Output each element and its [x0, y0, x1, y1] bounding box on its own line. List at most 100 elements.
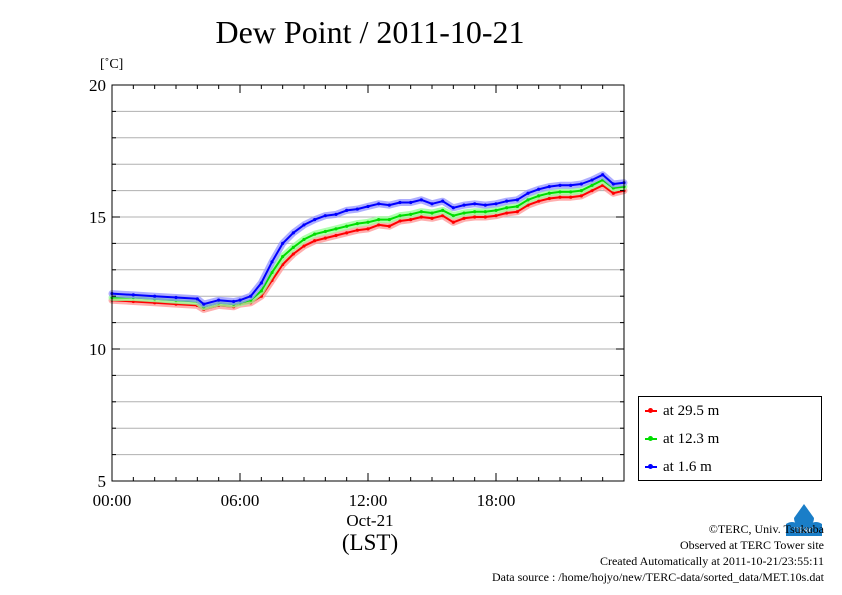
- series-point: [441, 208, 445, 212]
- series-point: [398, 214, 402, 218]
- series-point: [174, 295, 178, 300]
- series-point: [366, 227, 370, 231]
- series-point: [505, 199, 509, 203]
- series-point: [334, 212, 338, 216]
- plot-frame: [111, 84, 625, 482]
- series-point: [377, 218, 381, 222]
- series-point: [462, 203, 466, 207]
- series-point: [441, 199, 445, 203]
- x-tick-label: 06:00: [221, 491, 260, 510]
- series-point: [259, 289, 263, 293]
- y-tick-label: 5: [98, 472, 107, 491]
- y-tick-label: 10: [89, 340, 106, 359]
- series-point: [483, 203, 487, 207]
- series-point: [232, 299, 236, 304]
- series-point: [345, 231, 349, 235]
- legend-label: at 1.6 m: [663, 458, 712, 475]
- legend-swatch-green: [645, 436, 657, 441]
- series-point: [473, 202, 477, 206]
- series-point: [537, 194, 541, 198]
- grid-lines: [112, 110, 624, 456]
- series-point: [355, 207, 359, 211]
- series-point: [611, 182, 615, 186]
- x-date-label: Oct-21: [346, 511, 394, 530]
- series-point: [547, 185, 551, 189]
- series-point: [345, 224, 349, 228]
- series-point: [430, 216, 434, 220]
- x-tick-label: 18:00: [477, 491, 516, 510]
- series-point: [515, 198, 519, 202]
- series-point: [334, 227, 338, 231]
- series-point: [579, 189, 583, 193]
- legend-label: at 29.5 m: [663, 402, 720, 419]
- legend-swatch-blue: [645, 464, 657, 469]
- series-point: [313, 232, 317, 236]
- series-point: [345, 208, 349, 212]
- series-point: [451, 206, 455, 210]
- series-point: [323, 236, 327, 240]
- series-point: [217, 298, 221, 302]
- series-point: [537, 199, 541, 203]
- series-point: [270, 260, 274, 264]
- x-tick-label: 00:00: [93, 491, 132, 510]
- series-point: [526, 198, 530, 202]
- series-layer: [108, 171, 628, 313]
- series-point: [313, 239, 317, 243]
- created-text: Created Automatically at 2011-10-21/23:5…: [599, 554, 824, 568]
- series-point: [355, 228, 359, 232]
- legend-item-12-3m: at 12.3 m: [645, 429, 719, 449]
- series-point: [590, 183, 594, 187]
- series-point: [494, 208, 498, 212]
- series-point: [537, 187, 541, 191]
- series-point: [419, 215, 423, 219]
- series-point: [569, 195, 573, 199]
- series-point: [313, 218, 317, 222]
- legend-label: at 12.3 m: [663, 430, 720, 447]
- series-point: [202, 302, 206, 306]
- series-point: [398, 200, 402, 205]
- series-point: [302, 237, 306, 242]
- series-point: [387, 224, 391, 228]
- series-point: [515, 210, 519, 214]
- series-point: [590, 178, 594, 182]
- series-point: [569, 183, 573, 187]
- series-point: [558, 190, 562, 194]
- series-point: [291, 245, 295, 249]
- series-point: [547, 196, 551, 201]
- y-tick-label: 20: [89, 76, 106, 95]
- series-point: [366, 204, 370, 209]
- series-point: [366, 220, 370, 224]
- x-tick-label: 12:00: [349, 491, 388, 510]
- series-point: [409, 212, 413, 216]
- series-point: [387, 203, 391, 207]
- legend-item-29-5m: at 29.5 m: [645, 401, 719, 421]
- series-point: [419, 198, 423, 202]
- series-point: [302, 244, 306, 248]
- series-point: [281, 241, 285, 245]
- series-point: [409, 218, 413, 222]
- series-point: [238, 298, 242, 302]
- series-point: [451, 214, 455, 218]
- series-point: [483, 215, 487, 219]
- series-point: [515, 204, 519, 209]
- series-point: [451, 220, 455, 224]
- series-point: [601, 173, 605, 177]
- terc-logo-icon: TERC: [784, 502, 824, 536]
- chart-title: Dew Point / 2011-10-21: [215, 14, 525, 50]
- series-point: [398, 219, 402, 223]
- series-point: [590, 189, 594, 193]
- series-point: [547, 191, 551, 195]
- series-point: [483, 210, 487, 214]
- series-point: [377, 223, 381, 227]
- series-point: [579, 182, 583, 186]
- series-point: [419, 210, 423, 214]
- series-point: [473, 210, 477, 214]
- series-point: [323, 229, 327, 234]
- series-point: [558, 195, 562, 199]
- series-point: [494, 202, 498, 206]
- series-point: [334, 233, 338, 238]
- series-point: [494, 214, 498, 218]
- series-point: [505, 206, 509, 210]
- series-point: [387, 218, 391, 222]
- series-point: [355, 222, 359, 226]
